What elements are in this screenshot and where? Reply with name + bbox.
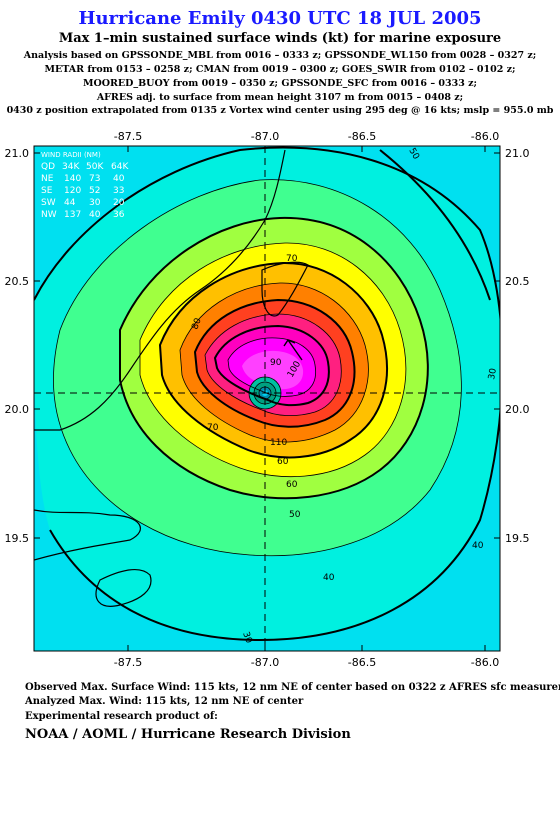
- wind-radii-value: 33: [113, 186, 124, 196]
- wind-radii-value: 40: [113, 174, 125, 184]
- lat-label-left: 20.5: [5, 275, 30, 288]
- contour-label: 60: [286, 480, 298, 490]
- lon-label-top: -86.0: [471, 130, 499, 143]
- lat-label-left: 19.5: [5, 532, 30, 545]
- wind-radii-value: 44: [64, 198, 76, 208]
- page-subtitle: Max 1–min sustained surface winds (kt) f…: [58, 31, 502, 46]
- map-ticks: [34, 146, 500, 651]
- lon-label-top: -87.5: [114, 130, 142, 143]
- contour-label: 30: [487, 367, 499, 380]
- contour-label: 90: [270, 358, 282, 368]
- lon-label-bottom: -86.5: [348, 656, 376, 669]
- wind-radii-header: 50K: [86, 162, 104, 172]
- lon-label-bottom: -87.5: [114, 656, 142, 669]
- latitude-labels: 21.0 20.5 20.0 19.5 21.0 20.5 20.0 19.5: [5, 147, 530, 545]
- analysis-line-1: Analysis based on GPSSONDE_MBL from 0016…: [23, 50, 537, 61]
- wind-radii-value: 20: [113, 198, 125, 208]
- contour-label: 110: [270, 438, 287, 448]
- contour-label: 80: [190, 317, 203, 331]
- contour-label: 40: [323, 573, 335, 583]
- wind-radii-header: QD: [41, 162, 55, 172]
- wind-radii-value: 36: [113, 210, 125, 220]
- lat-label-left: 21.0: [5, 147, 30, 160]
- longitude-labels: -87.5 -87.0 -86.5 -86.0 -87.5 -87.0 -86.…: [114, 130, 499, 669]
- wind-radii-quadrant: NW: [41, 210, 57, 220]
- lat-label-right: 20.5: [505, 275, 530, 288]
- wind-radii-value: 140: [64, 174, 81, 184]
- wind-radii-quadrant: SE: [41, 186, 53, 196]
- analysis-line-2: METAR from 0153 – 0258 z; CMAN from 0019…: [44, 64, 516, 75]
- lat-label-right: 20.0: [505, 403, 530, 416]
- analysis-line-5: 0430 z position extrapolated from 0135 z…: [6, 105, 554, 116]
- lon-label-bottom: -86.0: [471, 656, 499, 669]
- lat-label-right: 19.5: [505, 532, 530, 545]
- wind-radii-value: 52: [89, 186, 100, 196]
- wind-radii-value: 30: [89, 198, 101, 208]
- contour-label: 70: [207, 423, 219, 433]
- center-crosshair: [34, 146, 500, 651]
- observed-max-wind: Observed Max. Surface Wind: 115 kts, 12 …: [25, 682, 560, 693]
- wind-radii-value: 137: [64, 210, 81, 220]
- lat-label-right: 21.0: [505, 147, 530, 160]
- contour-label: 70: [286, 254, 298, 264]
- contour-label: 40: [472, 541, 484, 551]
- contour-label: 60: [277, 457, 289, 467]
- wind-radii-value: 40: [89, 210, 101, 220]
- wind-contours: [34, 146, 500, 651]
- map-frame: [33, 145, 501, 652]
- analysis-line-3: MOORED_BUOY from 0019 – 0350 z; GPSSONDE…: [82, 78, 478, 89]
- wind-radii-table: WIND RADII (NM) QD 34K 50K 64K NE 140 73…: [41, 151, 129, 220]
- wind-radii-value: 120: [64, 186, 81, 196]
- lon-label-top: -86.5: [348, 130, 376, 143]
- experimental-note: Experimental research product of:: [25, 711, 218, 722]
- contour-label: 30: [240, 631, 253, 645]
- motion-arrow: [283, 339, 303, 361]
- organization-name: NOAA / AOML / Hurricane Research Divisio…: [25, 727, 351, 742]
- page-title: Hurricane Emily 0430 UTC 18 JUL 2005: [78, 8, 482, 29]
- wind-radii-header: 64K: [111, 162, 129, 172]
- wind-radii-header: 34K: [62, 162, 80, 172]
- wind-field-map: -87.5 -87.0 -86.5 -86.0 -87.5 -87.0 -86.…: [5, 130, 530, 669]
- analyzed-max-wind: Analyzed Max. Wind: 115 kts, 12 nm NE of…: [25, 696, 304, 707]
- contour-lines-bold: [34, 146, 500, 642]
- wind-radii-value: 73: [89, 174, 100, 184]
- analysis-line-4: AFRES adj. to surface from mean height 3…: [96, 92, 464, 103]
- lon-label-top: -87.0: [251, 130, 279, 143]
- wind-radii-quadrant: NE: [41, 174, 54, 184]
- lat-label-left: 20.0: [5, 403, 30, 416]
- wind-radii-title: WIND RADII (NM): [41, 151, 101, 159]
- lon-label-bottom: -87.0: [251, 656, 279, 669]
- contour-label: 50: [289, 510, 301, 520]
- wind-radii-quadrant: SW: [41, 198, 56, 208]
